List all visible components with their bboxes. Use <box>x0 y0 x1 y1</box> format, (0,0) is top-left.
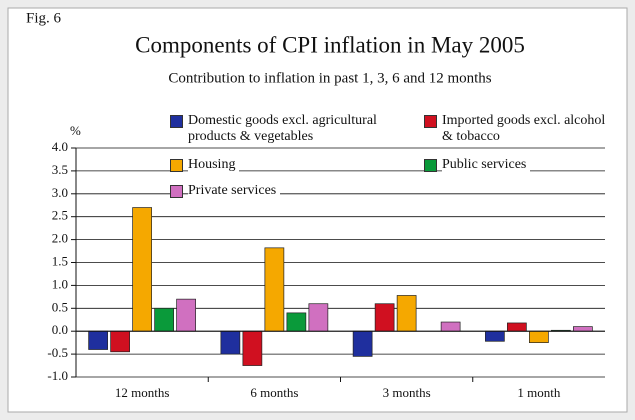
x-tick-label: 3 months <box>383 385 431 400</box>
legend-swatch <box>170 159 183 172</box>
y-tick-label: 0.5 <box>52 299 68 314</box>
bar <box>220 330 241 355</box>
y-tick-label: 4.0 <box>52 139 68 154</box>
bar <box>110 330 130 353</box>
panel <box>7 7 628 413</box>
x-tick-label: 6 months <box>250 385 298 400</box>
y-tick-label: 0.0 <box>52 322 68 337</box>
y-tick-label: 2.0 <box>52 231 68 246</box>
x-tick-label: 1 month <box>517 385 560 400</box>
y-tick-label: -0.5 <box>47 345 68 360</box>
bar <box>507 322 527 332</box>
bar <box>286 312 307 332</box>
y-tick-label: 1.0 <box>52 276 68 291</box>
legend-swatch <box>424 159 437 172</box>
bar <box>396 295 417 332</box>
bar <box>88 330 108 350</box>
y-tick-label: 3.0 <box>52 185 68 200</box>
bar <box>264 247 285 332</box>
legend-label: Domestic goods excl. agricultural produc… <box>188 113 392 145</box>
figure-label: Fig. 6 <box>26 10 62 26</box>
bar <box>529 330 549 344</box>
y-tick-label: 2.5 <box>52 208 68 223</box>
y-tick-label: 3.5 <box>52 162 68 177</box>
x-tick-label: 12 months <box>115 385 170 400</box>
legend-swatch <box>170 185 183 198</box>
bar <box>440 321 461 332</box>
bar <box>242 330 263 366</box>
legend-label: Imported goods excl. alcohol & tobacco <box>442 113 616 145</box>
bar <box>132 207 152 332</box>
bar <box>176 298 196 332</box>
bar <box>154 307 174 332</box>
legend-label: Private services <box>188 183 281 199</box>
bar <box>573 326 593 332</box>
y-unit: % <box>70 123 81 138</box>
chart-subtitle: Contribution to inflation in past 1, 3, … <box>168 70 491 86</box>
chart-title: Components of CPI inflation in May 2005 <box>135 32 525 57</box>
y-tick-label: 1.5 <box>52 253 68 268</box>
bar <box>352 330 373 357</box>
legend-label: Public services <box>442 157 531 173</box>
legend-swatch <box>170 115 183 128</box>
bar <box>485 330 505 342</box>
bar <box>308 303 329 332</box>
y-tick-label: -1.0 <box>47 368 68 383</box>
legend-label: Housing <box>188 157 240 173</box>
legend-swatch <box>424 115 437 128</box>
bar <box>374 303 395 332</box>
